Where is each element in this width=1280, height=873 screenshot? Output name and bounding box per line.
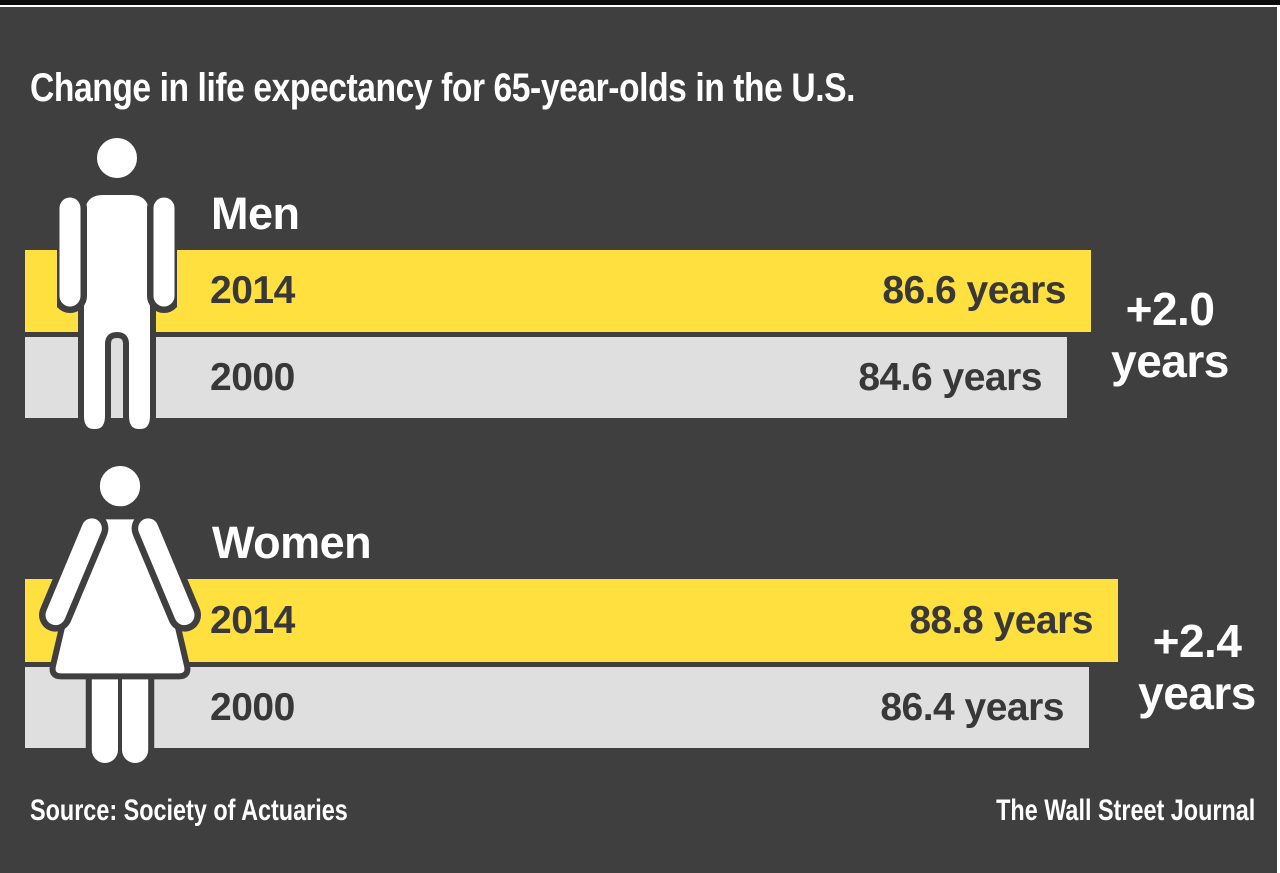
chart-title-text: Change in life expectancy for 65-year-ol…: [30, 66, 856, 110]
bar-year-label: 2014: [210, 269, 295, 312]
change-unit: years: [1138, 666, 1256, 719]
source-label: Source: Society of Actuaries: [30, 794, 348, 827]
male-figure-icon: [57, 136, 177, 436]
bar-year-label: 2000: [210, 355, 295, 399]
bar-year-label: 2014: [210, 598, 295, 642]
bar-value-label: 86.6 years: [882, 269, 1066, 312]
bar-value-label: 84.6 years: [858, 355, 1042, 399]
group-label-women: Women: [212, 517, 372, 568]
bar-2000: 2000 86.4 years: [25, 667, 1089, 748]
change-label: +2.0 years: [1105, 283, 1235, 387]
credit-label: The Wall Street Journal: [995, 794, 1255, 827]
bar-2014: 2014 88.8 years: [25, 579, 1118, 662]
top-accent-line: [0, 5, 1280, 7]
group-label-men: Men: [211, 188, 300, 239]
change-amount: +2.4: [1152, 615, 1242, 667]
bar-value-label: 86.4 years: [880, 685, 1064, 729]
change-label: +2.4 years: [1132, 615, 1262, 719]
change-amount: +2.0: [1125, 283, 1215, 335]
female-figure-icon: [38, 464, 202, 766]
top-border-bar: [0, 0, 1280, 5]
bar-value-label: 88.8 years: [909, 598, 1093, 642]
chart-title: Change in life expectancy for 65-year-ol…: [30, 66, 1012, 111]
bar-year-label: 2000: [210, 685, 295, 729]
right-accent-line: [1277, 0, 1280, 873]
bar-2000: 2000 84.6 years: [25, 337, 1067, 418]
change-unit: years: [1111, 334, 1229, 387]
bar-2014: 2014 86.6 years: [25, 250, 1091, 332]
